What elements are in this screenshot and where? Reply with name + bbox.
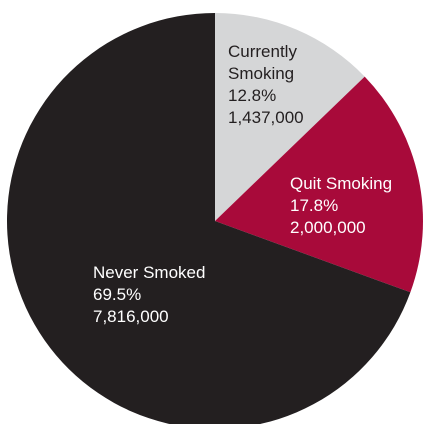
pie-slice-quit: [215, 76, 423, 293]
label-never-smoked: Never Smoked 69.5% 7,816,000: [93, 263, 210, 326]
pie-slices: [7, 13, 423, 424]
label-quit-line-1: Quit Smoking: [290, 174, 392, 193]
label-never-count: 7,816,000: [93, 307, 169, 326]
label-quit-count: 2,000,000: [290, 218, 366, 237]
label-quit-percent: 17.8%: [290, 196, 338, 215]
label-currently-line-2: Smoking: [228, 64, 294, 83]
label-currently-smoking: Currently Smoking 12.8% 1,437,000: [228, 42, 304, 127]
pie-slice-never: [7, 13, 411, 424]
label-currently-percent: 12.8%: [228, 86, 276, 105]
label-currently-count: 1,437,000: [228, 108, 304, 127]
pie-slice-currently: [215, 13, 365, 221]
label-quit-smoking: Quit Smoking 17.8% 2,000,000: [290, 174, 397, 237]
label-currently-line-1: Currently: [228, 42, 297, 61]
label-never-percent: 69.5%: [93, 285, 141, 304]
label-never-line-1: Never Smoked: [93, 263, 205, 282]
